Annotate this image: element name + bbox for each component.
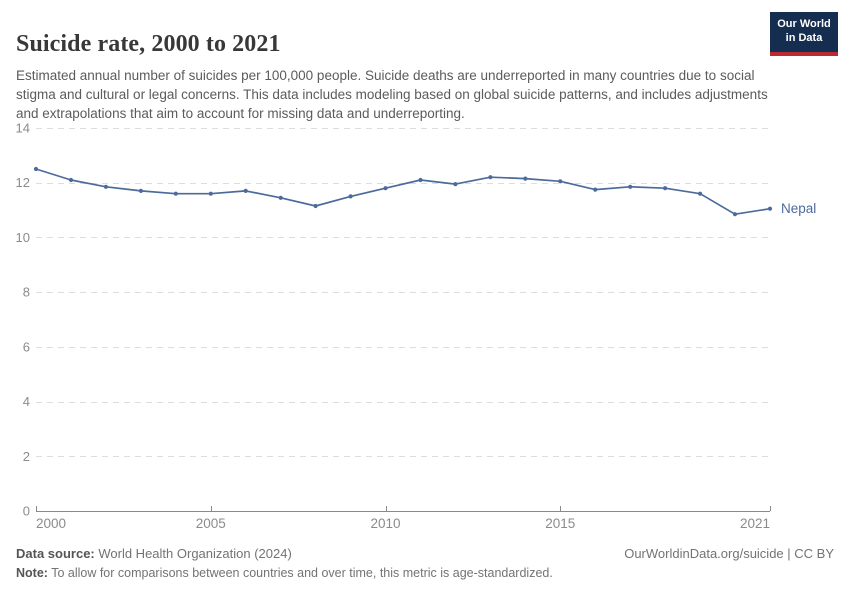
data-point[interactable] [628, 184, 633, 189]
y-axis-tick-label: 10 [16, 230, 30, 245]
y-axis-tick-label: 12 [16, 175, 30, 190]
chart-footer: Data source: World Health Organization (… [16, 546, 834, 580]
data-point[interactable] [732, 212, 738, 217]
data-point[interactable] [348, 194, 353, 199]
page-title: Suicide rate, 2000 to 2021 [16, 31, 281, 58]
data-point[interactable] [698, 191, 703, 196]
data-point[interactable] [558, 179, 563, 184]
x-axis-tick-label: 2021 [740, 516, 770, 531]
data-point[interactable] [138, 188, 143, 193]
y-axis-tick-label: 14 [16, 121, 30, 136]
y-axis-tick-label: 0 [23, 504, 30, 519]
x-axis-tick-label: 2015 [545, 516, 575, 531]
x-axis-tick-label: 2000 [36, 516, 66, 531]
line-chart: 0 2 4 6 8 10 12 14 2000 2005 2010 2015 2021 Nepal [16, 121, 817, 532]
x-axis-tick-label: 2005 [196, 516, 226, 531]
y-axis-tick-label: 8 [23, 285, 30, 300]
data-point[interactable] [453, 182, 458, 187]
series-line-nepal[interactable] [35, 168, 771, 216]
data-point[interactable] [663, 186, 668, 191]
data-point[interactable] [173, 191, 178, 196]
data-source: Data source: World Health Organization (… [16, 546, 292, 561]
data-point[interactable] [68, 177, 74, 183]
data-point[interactable] [278, 195, 283, 200]
y-axis-tick-label: 6 [23, 339, 30, 354]
y-axis-tick-label: 4 [23, 394, 30, 409]
data-point[interactable] [243, 188, 248, 193]
data-point[interactable] [488, 175, 493, 180]
data-point[interactable] [383, 186, 388, 191]
chart-note: Note: To allow for comparisons between c… [16, 566, 553, 580]
owid-logo-text: Our World in Data [777, 18, 831, 44]
data-point[interactable] [593, 187, 598, 192]
y-axis-tick-label: 2 [23, 449, 30, 464]
data-point[interactable] [33, 166, 39, 172]
data-point[interactable] [767, 206, 773, 211]
data-point[interactable] [418, 177, 423, 183]
owid-citation-link[interactable]: OurWorldinData.org/suicide | CC BY [624, 546, 834, 561]
data-point[interactable] [313, 203, 318, 209]
data-point[interactable] [523, 176, 528, 181]
chart-subtitle: Estimated annual number of suicides per … [16, 67, 768, 121]
series-end-label: Nepal [781, 201, 816, 216]
x-axis-tick-label: 2010 [371, 516, 401, 531]
owid-logo[interactable]: Our World in Data [770, 12, 838, 56]
data-point[interactable] [103, 184, 108, 189]
data-point[interactable] [208, 191, 213, 196]
